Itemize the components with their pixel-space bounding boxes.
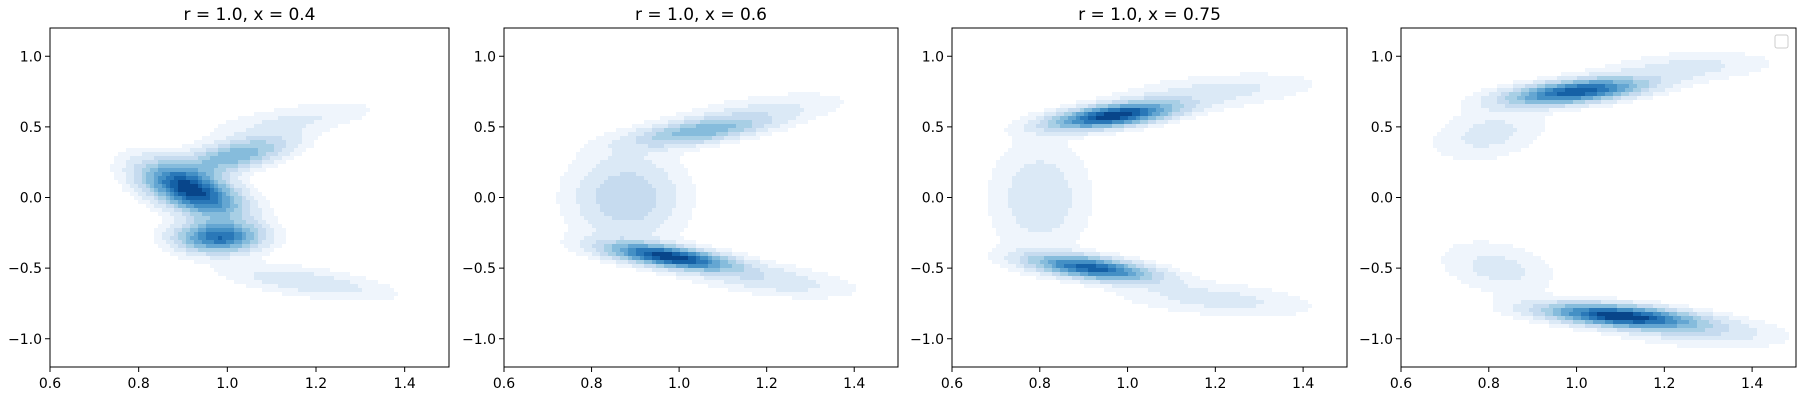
x-tick-label: 0.8 — [128, 376, 150, 392]
density-field — [1433, 52, 1789, 348]
panel-title: r = 1.0, x = 0.4 — [183, 5, 315, 25]
contour-level-9 — [1557, 88, 1657, 324]
x-tick-label: 0.8 — [580, 376, 602, 392]
contour-level-2 — [576, 104, 820, 292]
y-tick-label: −1.0 — [8, 332, 42, 348]
y-tick-label: −0.5 — [910, 261, 944, 277]
contour-level-1 — [988, 72, 1312, 316]
panel-title: r = 1.0, x = 0.6 — [635, 5, 767, 25]
panel-2: 0.6 0.8 1.0 1.2 1.4 −1.0 −0.5 0.0 0.5 1.0 r = 1.0,… — [462, 5, 899, 392]
x-tick-label: 0.6 — [1390, 376, 1412, 392]
y-tick-label: 0.0 — [474, 191, 496, 207]
y-tick-label: 0.5 — [20, 120, 42, 136]
y-tick-label: −1.0 — [1359, 332, 1393, 348]
contour-level-8 — [1545, 84, 1665, 324]
contour-level-3 — [1020, 96, 1200, 284]
x-tick-label: 1.2 — [305, 376, 327, 392]
x-tick-label: 1.2 — [1653, 376, 1675, 392]
contour-level-7 — [1537, 84, 1677, 324]
x-tick-label: 1.4 — [1741, 376, 1763, 392]
y-tick-label: 0.0 — [1371, 191, 1393, 207]
density-field — [110, 104, 398, 300]
panel-4: 0.6 0.8 1.0 1.2 1.4 −1.0 −0.5 0.0 0.5 1.0 — [1359, 27, 1797, 392]
x-tick-label: 1.0 — [668, 376, 690, 392]
density-field — [988, 72, 1312, 316]
density-field — [556, 92, 856, 300]
x-tick-label: 0.6 — [493, 376, 515, 392]
panel-title: r = 1.0, x = 0.75 — [1078, 5, 1221, 25]
y-tick-label: 1.0 — [474, 49, 496, 65]
x-tick-label: 0.6 — [39, 376, 61, 392]
x-tick-label: 1.0 — [216, 376, 238, 392]
contour-level-1 — [1433, 52, 1789, 348]
x-tick-label: 1.2 — [756, 376, 778, 392]
x-tick-label: 1.2 — [1204, 376, 1226, 392]
x-tick-label: 1.4 — [843, 376, 865, 392]
x-tick-label: 0.6 — [941, 376, 963, 392]
y-tick-label: 1.0 — [922, 49, 944, 65]
x-tick-label: 1.0 — [1565, 376, 1587, 392]
y-tick-label: 0.0 — [922, 191, 944, 207]
contour-level-1 — [556, 92, 856, 300]
contour-level-10 — [1597, 312, 1649, 320]
contour-level-10 — [1096, 112, 1132, 120]
y-tick-label: 1.0 — [1371, 49, 1393, 65]
contour-level-1 — [110, 104, 398, 300]
y-tick-label: 0.5 — [474, 120, 496, 136]
contour-level-3 — [134, 136, 286, 256]
contour-level-8 — [162, 172, 234, 244]
y-tick-label: 0.5 — [922, 120, 944, 136]
y-tick-label: −1.0 — [462, 332, 496, 348]
contour-level-10 — [178, 180, 206, 196]
y-tick-label: 0.5 — [1371, 120, 1393, 136]
y-tick-label: −0.5 — [8, 261, 42, 277]
contour-level-10 — [652, 252, 688, 260]
y-tick-label: 1.0 — [20, 49, 42, 65]
contour-level-7 — [628, 248, 712, 268]
contour-level-9 — [644, 252, 696, 264]
contour-level-7 — [158, 172, 242, 244]
x-tick-label: 1.0 — [1116, 376, 1138, 392]
x-tick-label: 1.4 — [1292, 376, 1314, 392]
contour-level-3 — [592, 112, 772, 280]
y-tick-label: 0.0 — [20, 191, 42, 207]
y-tick-label: −0.5 — [462, 261, 496, 277]
panel-3: 0.6 0.8 1.0 1.2 1.4 −1.0 −0.5 0.0 0.5 1.0 r = 1.0,… — [910, 5, 1348, 392]
panel-1: 0.6 0.8 1.0 1.2 1.4 −1.0 −0.5 0.0 0.5 1.0 r = 1.0,… — [8, 5, 450, 392]
x-tick-label: 0.8 — [1029, 376, 1051, 392]
contour-level-5 — [146, 148, 258, 248]
y-tick-label: −1.0 — [910, 332, 944, 348]
contour-level-6 — [1525, 80, 1689, 328]
x-tick-label: 1.4 — [394, 376, 416, 392]
legend — [1774, 34, 1789, 49]
y-tick-label: −0.5 — [1359, 261, 1393, 277]
x-tick-label: 0.8 — [1478, 376, 1500, 392]
